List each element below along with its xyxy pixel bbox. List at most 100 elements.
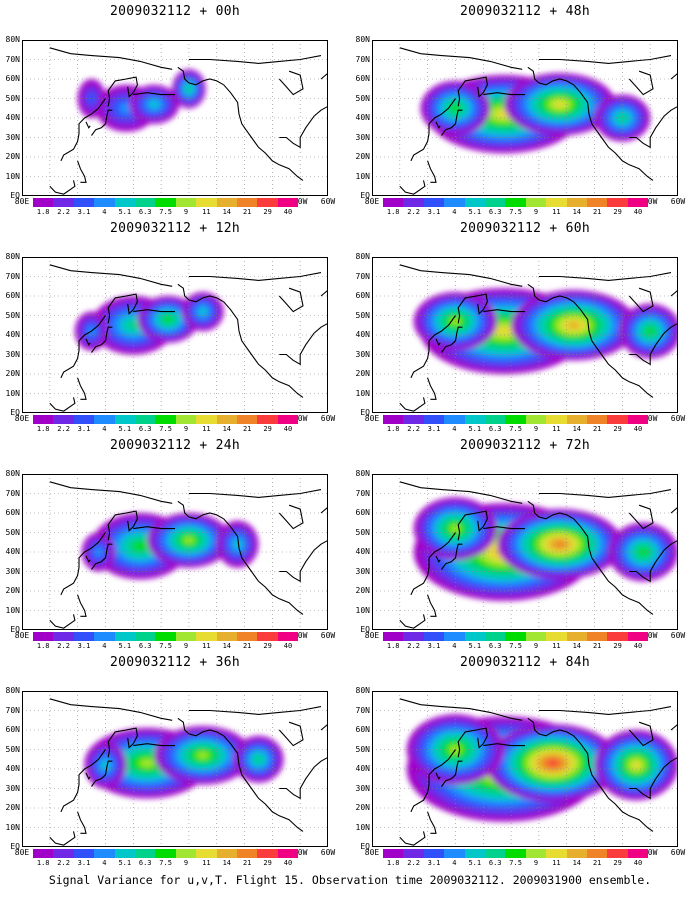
lon-label: 60W [670,631,686,640]
shaded-field [420,73,651,154]
lat-label: 60N [5,725,20,734]
colorbar-swatch [566,632,587,641]
graticule [372,474,678,630]
colorbar-swatch [586,849,608,858]
colorbar-label: 11 [202,642,211,650]
colorbar-swatch [73,632,95,641]
lat-label: 40N [5,547,20,556]
colorbar-swatch [236,632,258,641]
colorbar-label: 5.1 [468,425,482,433]
lon-label: 80W [292,197,308,206]
colorbar-label: 9 [533,208,539,216]
colorbar-label: 2.2 [57,425,70,433]
colorbar-swatch [607,198,628,207]
colorbar-swatch [403,415,424,424]
contour-fill [133,541,148,551]
colorbar-label: 7.5 [509,208,522,216]
lat-label: 20N [355,369,370,378]
colorbar-label: 1.8 [36,208,50,216]
graticule [22,257,328,413]
map-frame: 80N70N60N50N40N30N20N10NEQ80E100E120E140… [6,36,336,206]
lat-label: 60N [355,725,370,734]
colorbar-swatch [216,415,237,424]
colorbar [33,849,299,858]
lat-label: EQ [360,191,370,200]
variance-map [372,40,678,196]
colorbar-swatch [196,632,217,641]
panel-title: 2009032112 + 60h [459,221,591,236]
lat-label: 20N [355,803,370,812]
colorbar-label: 6.3 [488,208,502,216]
colorbar-swatch [73,849,95,858]
lon-label: 60W [320,848,336,857]
map-frame: 80N70N60N50N40N30N20N10NEQ80E100E120E140… [6,687,336,857]
colorbar-label: 14 [222,425,232,433]
coastlines [399,264,678,412]
lon-label: 80W [292,848,308,857]
colorbar-label: 14 [222,859,232,867]
colorbar-label: 4 [452,642,457,650]
colorbar-swatch [257,632,278,641]
colorbar-swatch [383,632,404,641]
colorbar-swatch [566,198,587,207]
variance-map [22,691,328,847]
colorbar-label: 1.8 [386,208,400,216]
lat-label: 10N [5,605,20,615]
colorbar-swatch [464,415,485,424]
shaded-field [413,288,678,374]
lat-label: 30N [355,132,370,142]
colorbar-label: 1.8 [386,859,400,867]
coastlines [399,698,678,846]
colorbar-label: 7.5 [509,642,522,650]
colorbar-label: 7.5 [159,642,172,650]
colorbar-swatch [155,415,176,424]
colorbar-swatch [94,415,115,424]
colorbar-swatch [546,632,567,641]
colorbar-label: 5.1 [468,859,482,867]
colorbar-label: 9 [183,642,189,650]
variance-map [372,474,678,630]
colorbar-label: 11 [552,642,561,650]
contour-fill [638,547,649,557]
lat-label: 20N [5,152,20,161]
contour-fill [196,751,209,760]
variance-map [22,40,328,196]
colorbar-swatch [546,415,567,424]
colorbar-swatch [114,198,135,207]
colorbar-swatch [586,415,608,424]
lat-label: 80N [355,469,370,478]
colorbar-swatch [607,632,628,641]
colorbar-label: 21 [592,425,602,433]
coastlines [49,698,328,846]
colorbar-swatch [423,632,445,641]
lat-label: 20N [5,803,20,812]
colorbar-swatch [53,198,74,207]
colorbar-label: 7.5 [159,859,172,867]
lat-label: EQ [360,625,370,634]
lat-label: 50N [5,310,20,320]
colorbar-swatch [175,415,197,424]
lat-label: 40N [355,330,370,339]
colorbar-label: 2.2 [407,425,420,433]
lat-label: 80N [5,252,20,261]
colorbar [383,632,649,641]
colorbar-swatch [196,849,217,858]
map-panel: 2009032112 + 84h 80N 70N 60N 50N 40N 30N 20N 10N… [350,651,700,867]
colorbar-label: 21 [592,642,602,650]
lat-label: EQ [360,408,370,417]
colorbar-swatch [627,632,649,641]
colorbar-swatch [586,632,608,641]
map-frame: 80N70N60N50N40N30N20N10NEQ80E100E120E140… [356,687,686,857]
colorbar-swatch [33,632,54,641]
lat-label: 10N [355,605,370,615]
lat-label: 30N [355,783,370,793]
lat-label: 70N [5,705,20,715]
lon-label: 80W [292,414,308,423]
colorbar-label: 9 [183,859,189,867]
colorbar-swatch [94,198,115,207]
colorbar-label: 4 [102,425,107,433]
lat-label: 80N [355,686,370,695]
colorbar-label: 6.3 [488,859,502,867]
colorbar-label: 40 [633,208,643,216]
lat-label: 30N [5,132,20,142]
